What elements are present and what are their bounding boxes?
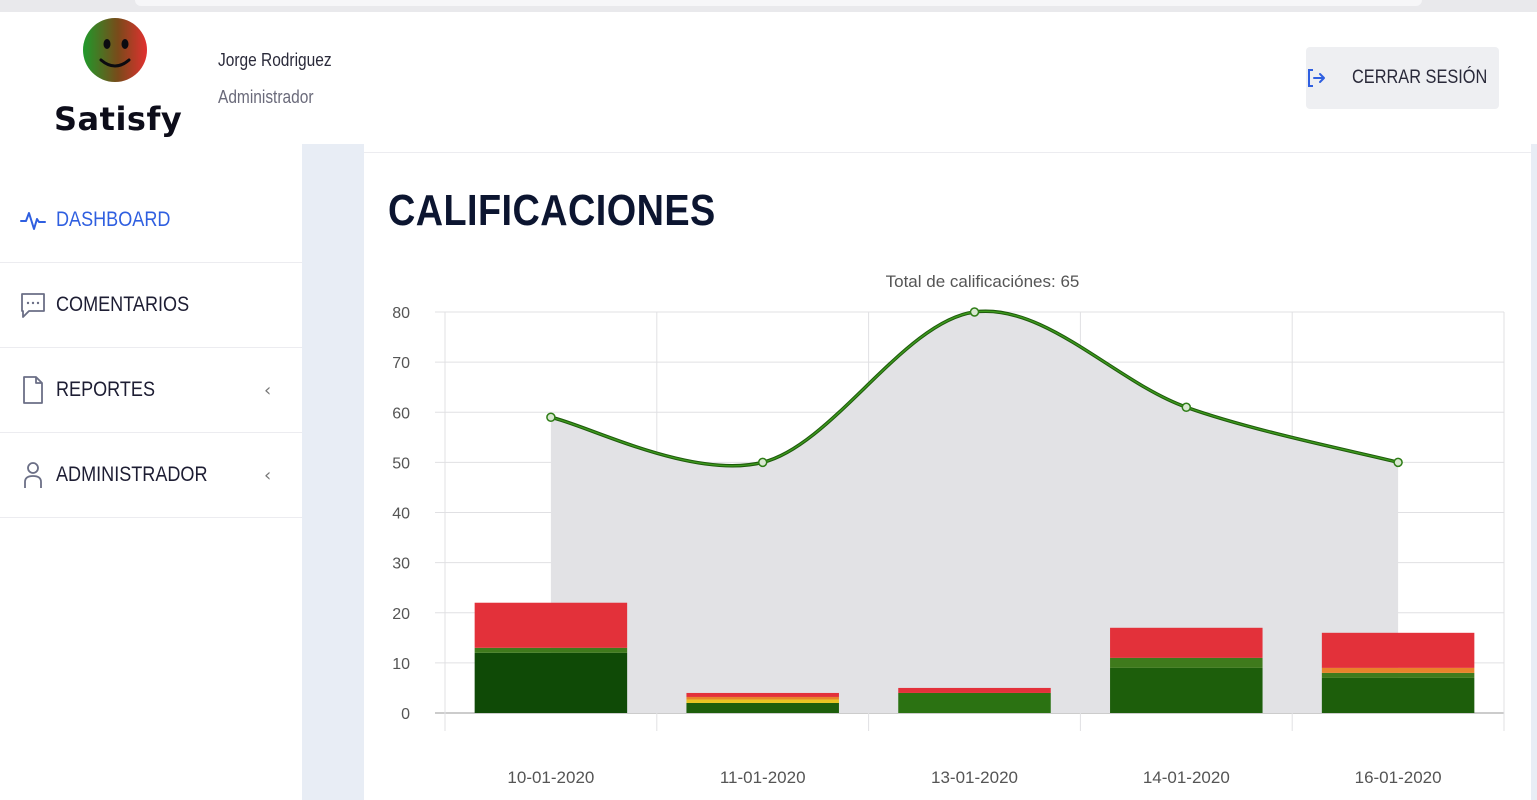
y-tick-label: 10	[392, 656, 410, 673]
content-top-divider	[364, 152, 1531, 153]
bar-segment	[1321, 667, 1475, 673]
bar-segment	[1110, 667, 1263, 713]
content-right-edge	[1531, 144, 1537, 800]
message-square-icon	[20, 290, 46, 320]
user-icon	[20, 460, 46, 490]
bar-segment	[686, 696, 839, 700]
bar-segment	[686, 692, 839, 697]
sidebar: DASHBOARD COMENTARIOS REPORTES ‹ ADMINIS…	[0, 144, 302, 800]
y-tick-label: 40	[392, 506, 410, 523]
top-header: Satisfy Jorge Rodriguez Administrador CE…	[0, 12, 1537, 144]
bar-segment	[474, 602, 628, 648]
line-point	[757, 457, 768, 468]
content-gutter	[302, 144, 364, 800]
brand-name: Satisfy	[54, 100, 183, 138]
y-tick-label: 80	[392, 305, 410, 322]
bar-segment	[686, 699, 839, 703]
user-name: Jorge Rodriguez	[218, 50, 332, 70]
logout-label: CERRAR SESIÓN	[1351, 67, 1488, 88]
x-tick-label: 10-01-2020	[507, 768, 594, 787]
ratings-chart: Total de calificaciónes: 65 0 10 20 30 40 50 60…	[392, 272, 1505, 787]
line-point	[1393, 457, 1403, 468]
sidebar-item-administrador[interactable]: ADMINISTRADOR ‹	[0, 433, 302, 518]
x-tick-label: 11-01-2020	[720, 768, 806, 787]
bar-segment	[898, 692, 1051, 713]
line-point	[546, 412, 556, 423]
logo[interactable]: Satisfy	[54, 18, 183, 140]
sidebar-item-comentarios[interactable]: COMENTARIOS	[0, 263, 302, 348]
bar-segment	[898, 687, 1051, 693]
sidebar-item-dashboard[interactable]: DASHBOARD	[0, 178, 302, 263]
activity-icon	[20, 205, 46, 235]
bar-segment	[1110, 627, 1263, 658]
x-tick-label: 14-01-2020	[1143, 768, 1230, 787]
sidebar-item-reportes[interactable]: REPORTES ‹	[0, 348, 302, 433]
logout-icon	[1307, 67, 1327, 89]
browser-address-area	[135, 0, 1422, 6]
x-tick-label: 16-01-2020	[1355, 768, 1442, 787]
bar-segment	[474, 652, 628, 713]
page-title: CALIFICACIONES	[388, 186, 716, 235]
y-tick-label: 70	[392, 355, 410, 372]
file-icon	[20, 375, 46, 405]
y-tick-label: 20	[392, 606, 410, 623]
chevron-left-icon[interactable]: ‹	[264, 379, 272, 401]
y-tick-label: 30	[392, 556, 410, 573]
user-role: Administrador	[218, 87, 314, 107]
line-point	[969, 307, 980, 317]
bar-segment	[1321, 677, 1475, 713]
sidebar-item-label: DASHBOARD	[56, 208, 171, 231]
logout-button[interactable]: CERRAR SESIÓN	[1306, 47, 1499, 109]
line-point	[1181, 402, 1192, 412]
bar-segment	[1110, 657, 1263, 668]
bar-segment	[686, 702, 839, 713]
y-tick-label: 60	[392, 405, 410, 422]
user-info: Jorge Rodriguez Administrador	[218, 50, 350, 108]
chart-title: Total de calificaciónes: 65	[886, 272, 1080, 291]
bar-segment	[1321, 672, 1475, 678]
bar-segment	[1321, 632, 1475, 668]
smiley-logo-icon	[83, 18, 147, 82]
x-tick-label: 13-01-2020	[931, 768, 1018, 787]
sidebar-item-label: COMENTARIOS	[56, 293, 190, 316]
y-tick-label: 50	[392, 455, 410, 472]
sidebar-item-label: ADMINISTRADOR	[56, 463, 208, 486]
chevron-left-icon[interactable]: ‹	[264, 464, 272, 486]
bar-segment	[474, 647, 628, 653]
line-area-fill	[550, 311, 1399, 713]
sidebar-item-label: REPORTES	[56, 378, 156, 401]
y-tick-label: 0	[401, 706, 410, 723]
